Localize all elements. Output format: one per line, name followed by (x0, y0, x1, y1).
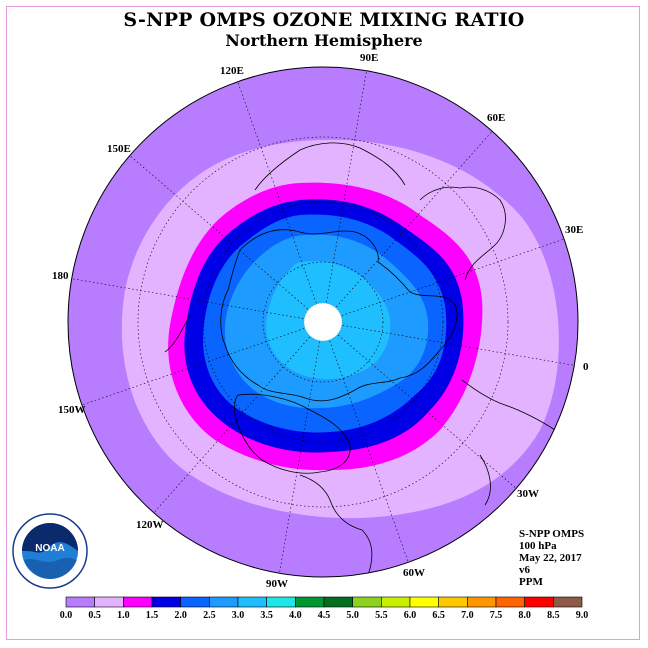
colorbar-swatch (295, 596, 325, 608)
colorbar-tick-label: 8.5 (547, 610, 560, 621)
colorbar-tick-label: 6.5 (432, 610, 445, 621)
colorbar-swatch (553, 596, 583, 608)
info-level: 100 hPa (519, 540, 557, 552)
colorbar-swatch (180, 596, 210, 608)
colorbar-swatch (65, 596, 95, 608)
noaa-logo: NOAA (12, 513, 88, 589)
colorbar-swatch (467, 596, 497, 608)
lon-label-30e: 30E (565, 224, 583, 236)
lon-label-60w: 60W (403, 567, 425, 579)
colorbar-tick-label: 8.0 (518, 610, 531, 621)
noaa-logo-text: NOAA (35, 543, 64, 554)
pole-no-data (304, 303, 342, 341)
colorbar-tick-label: 2.5 (203, 610, 216, 621)
graticule (68, 67, 578, 577)
figure-frame (6, 6, 640, 640)
lon-label-30w: 30W (517, 488, 539, 500)
lon-label-0: 0 (583, 361, 589, 373)
colorbar-tick-label: 9.0 (576, 610, 589, 621)
colorbar-tick-label: 1.5 (146, 610, 159, 621)
lon-label-90e: 90E (360, 52, 378, 64)
lon-label-120w: 120W (136, 519, 164, 531)
info-version: v6 (519, 564, 530, 576)
colorbar-swatch (123, 596, 153, 608)
colorbar-tick-label: 3.5 (260, 610, 273, 621)
map-subtitle: Northern Hemisphere (225, 31, 423, 50)
lon-label-120e: 120E (220, 65, 244, 77)
lon-label-150e: 150E (107, 143, 131, 155)
coastlines (164, 142, 556, 576)
colorbar-swatch (524, 596, 554, 608)
colorbar-tick-label: 0.5 (88, 610, 101, 621)
colorbar-tick-label: 7.5 (490, 610, 503, 621)
colorbar-swatch (438, 596, 468, 608)
colorbar-tick-label: 5.5 (375, 610, 388, 621)
colorbar-tick-label: 2.0 (174, 610, 187, 621)
lon-label-150w: 150W (58, 404, 86, 416)
info-date: May 22, 2017 (519, 552, 582, 564)
colorbar-tick-label: 1.0 (117, 610, 130, 621)
info-instrument: S-NPP OMPS (519, 528, 585, 540)
colorbar-swatch (352, 596, 382, 608)
colorbar-swatch (151, 596, 181, 608)
lon-label-60e: 60E (487, 112, 505, 124)
colorbar-swatch (381, 596, 411, 608)
colorbar-swatch (266, 596, 296, 608)
colorbar-tick-label: 3.0 (232, 610, 245, 621)
colorbar-tick-label: 4.5 (318, 610, 331, 621)
map-title: S-NPP OMPS OZONE MIXING RATIO (123, 9, 525, 31)
colorbar-swatch (209, 596, 239, 608)
info-units: PPM (519, 576, 543, 588)
colorbar-swatch (495, 596, 525, 608)
lon-label-180: 180 (52, 270, 69, 282)
colorbar-tick-label: 7.0 (461, 610, 474, 621)
colorbar-swatch (409, 596, 439, 608)
colorbar-swatch (323, 596, 353, 608)
colorbar: 0.0 0.5 1.0 1.5 2.0 2.5 3.0 3.5 4.0 4.5 5.0 5.5 6.0 6… (60, 596, 589, 621)
colorbar-swatch (237, 596, 267, 608)
colorbar-tick-label: 4.0 (289, 610, 302, 621)
colorbar-tick-label: 0.0 (60, 610, 73, 621)
colorbar-tick-label: 5.0 (346, 610, 359, 621)
colorbar-swatch (94, 596, 124, 608)
colorbar-tick-label: 6.0 (404, 610, 417, 621)
lon-label-90w: 90W (266, 578, 288, 590)
